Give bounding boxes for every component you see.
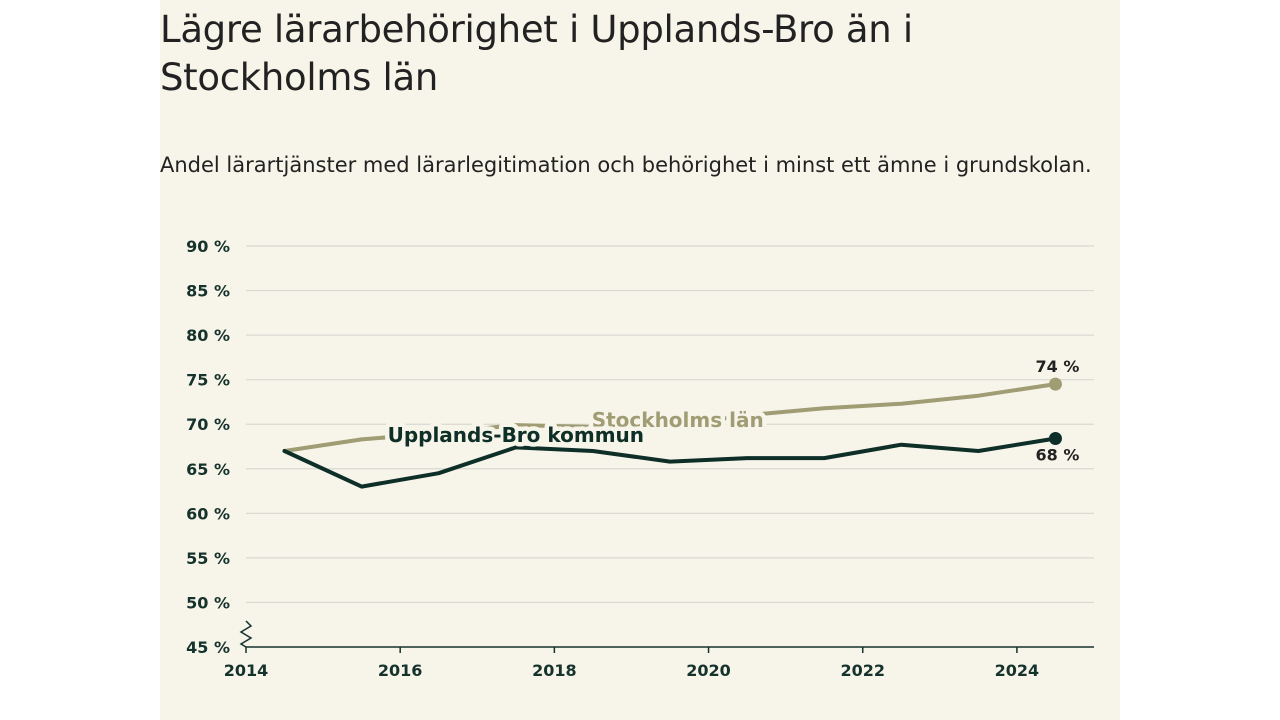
y-axis-ticks: 90 % 85 % 80 % 75 % 70 % 65 % 60 % 55 % 50 % 45 % bbox=[186, 237, 230, 657]
x-axis: 2014 2016 2018 2020 2022 2024 bbox=[224, 620, 1094, 680]
series-end-label: 74 % bbox=[1036, 357, 1080, 376]
series-name-label: Stockholms län bbox=[592, 408, 764, 432]
series-end-label: 68 % bbox=[1036, 445, 1080, 464]
x-tick-label: 2020 bbox=[686, 661, 731, 680]
x-tick-label: 2018 bbox=[532, 661, 577, 680]
y-tick-label: 65 % bbox=[186, 460, 230, 479]
y-tick-label: 85 % bbox=[186, 282, 230, 301]
chart-subtitle: Andel lärartjänster med lärarlegitimatio… bbox=[160, 153, 1092, 177]
series-line-upplands-bro bbox=[282, 436, 1058, 489]
x-tick-label: 2022 bbox=[840, 661, 885, 680]
chart-card: Lägre lärarbehörighet i Upplands-Bro än … bbox=[160, 0, 1120, 720]
line-chart: 90 % 85 % 80 % 75 % 70 % 65 % 60 % 55 % 50 % 45 %… bbox=[186, 237, 1094, 680]
series-lines bbox=[282, 377, 1062, 489]
y-tick-label: 60 % bbox=[186, 504, 230, 523]
x-tick-label: 2024 bbox=[995, 661, 1040, 680]
series-endpoint-upplands-bro bbox=[1048, 431, 1062, 445]
chart-title: Lägre lärarbehörighet i Upplands-Bro än … bbox=[160, 8, 913, 99]
axis-break-mark bbox=[239, 620, 253, 648]
series-name-label: Upplands-Bro kommun bbox=[388, 423, 644, 447]
y-tick-label: 55 % bbox=[186, 549, 230, 568]
y-tick-label: 80 % bbox=[186, 326, 230, 345]
y-tick-label: 90 % bbox=[186, 237, 230, 256]
y-tick-label: 75 % bbox=[186, 371, 230, 390]
series-line-stockholm bbox=[282, 382, 1058, 453]
y-tick-label: 70 % bbox=[186, 415, 230, 434]
y-tick-label: 50 % bbox=[186, 593, 230, 612]
y-tick-label: 45 % bbox=[186, 638, 230, 657]
x-tick-label: 2016 bbox=[378, 661, 423, 680]
series-endpoint-stockholm bbox=[1048, 377, 1062, 391]
x-tick-label: 2014 bbox=[224, 661, 269, 680]
